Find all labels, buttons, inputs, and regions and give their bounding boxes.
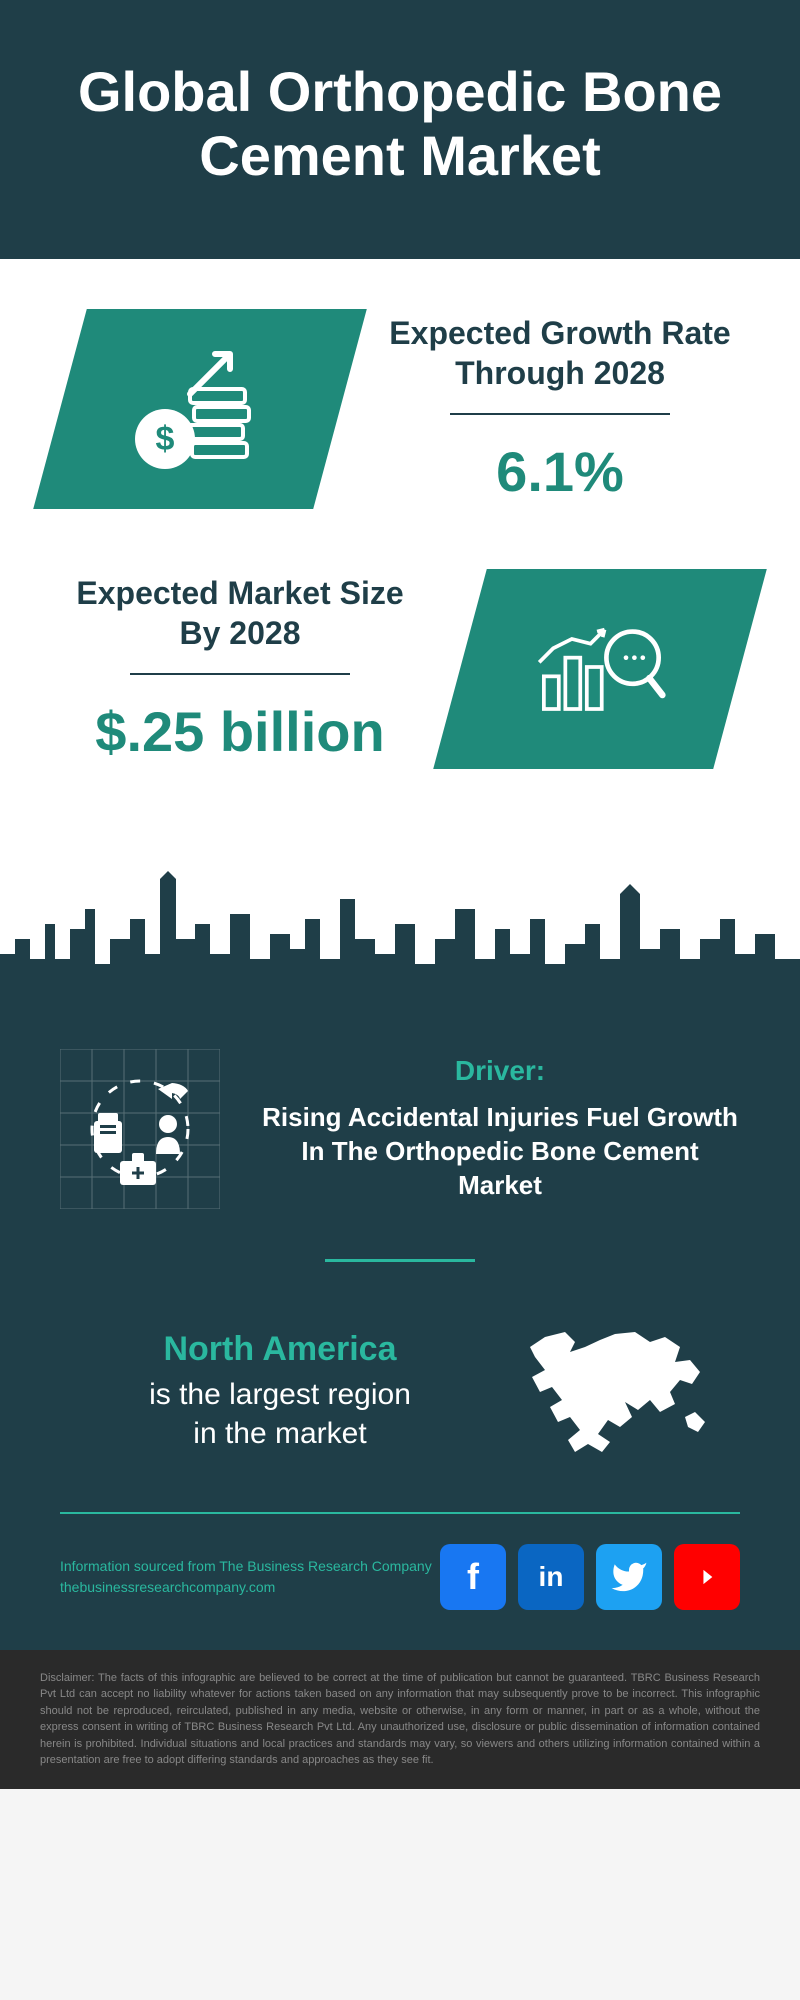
driver-description: Rising Accidental Injuries Fuel Growth I… [260, 1101, 740, 1202]
driver-label: Driver: [260, 1055, 740, 1087]
skyline-icon [0, 869, 800, 999]
social-icons: f in [440, 1544, 740, 1610]
footer-bar: Information sourced from The Business Re… [60, 1512, 740, 1610]
region-text-block: North America is the largest region in t… [80, 1330, 480, 1453]
dollar-icon: $ [135, 409, 195, 469]
twitter-icon[interactable] [596, 1544, 662, 1610]
divider [450, 413, 670, 415]
source-line-1: Information sourced from The Business Re… [60, 1556, 432, 1577]
driver-icon [60, 1049, 220, 1209]
stat-market-text: Expected Market Size By 2028 $.25 billio… [60, 573, 420, 764]
stat-market-label: Expected Market Size By 2028 [60, 573, 420, 653]
chart-magnifier-icon [530, 606, 670, 726]
region-desc-1: is the largest region [80, 1375, 480, 1414]
stat-growth-value: 6.1% [380, 439, 740, 504]
region-row: North America is the largest region in t… [60, 1322, 740, 1462]
driver-text-block: Driver: Rising Accidental Injuries Fuel … [260, 1055, 740, 1202]
skyline-divider [0, 869, 800, 999]
source-text: Information sourced from The Business Re… [60, 1556, 432, 1598]
disclaimer-section: Disclaimer: The facts of this infographi… [0, 1650, 800, 1789]
disclaimer-text: Disclaimer: The facts of this infographi… [40, 1670, 760, 1769]
infographic-container: Global Orthopedic Bone Cement Market [0, 0, 800, 1789]
stat-market-size: Expected Market Size By 2028 $.25 billio… [60, 569, 740, 769]
region-desc-2: in the market [80, 1414, 480, 1453]
divider [130, 673, 350, 675]
dark-section: Driver: Rising Accidental Injuries Fuel … [0, 999, 800, 1650]
north-america-map-icon [520, 1322, 720, 1462]
growth-icon-box: $ [33, 309, 367, 509]
youtube-icon[interactable] [674, 1544, 740, 1610]
region-divider [325, 1259, 475, 1262]
region-name: North America [80, 1330, 480, 1369]
stat-market-value: $.25 billion [60, 699, 420, 764]
linkedin-icon[interactable]: in [518, 1544, 584, 1610]
stats-section: $ Expected Growth Rate Through 2028 6.1% [0, 259, 800, 869]
stat-growth-label: Expected Growth Rate Through 2028 [380, 313, 740, 393]
main-title: Global Orthopedic Bone Cement Market [40, 60, 760, 189]
header-section: Global Orthopedic Bone Cement Market [0, 0, 800, 259]
market-icon-box [433, 569, 767, 769]
stat-growth-rate: $ Expected Growth Rate Through 2028 6.1% [60, 309, 740, 509]
facebook-icon[interactable]: f [440, 1544, 506, 1610]
growth-arrow-icon: $ [130, 339, 270, 479]
stat-growth-text: Expected Growth Rate Through 2028 6.1% [380, 313, 740, 504]
source-line-2: thebusinessresearchcompany.com [60, 1577, 432, 1598]
driver-row: Driver: Rising Accidental Injuries Fuel … [60, 1049, 740, 1209]
